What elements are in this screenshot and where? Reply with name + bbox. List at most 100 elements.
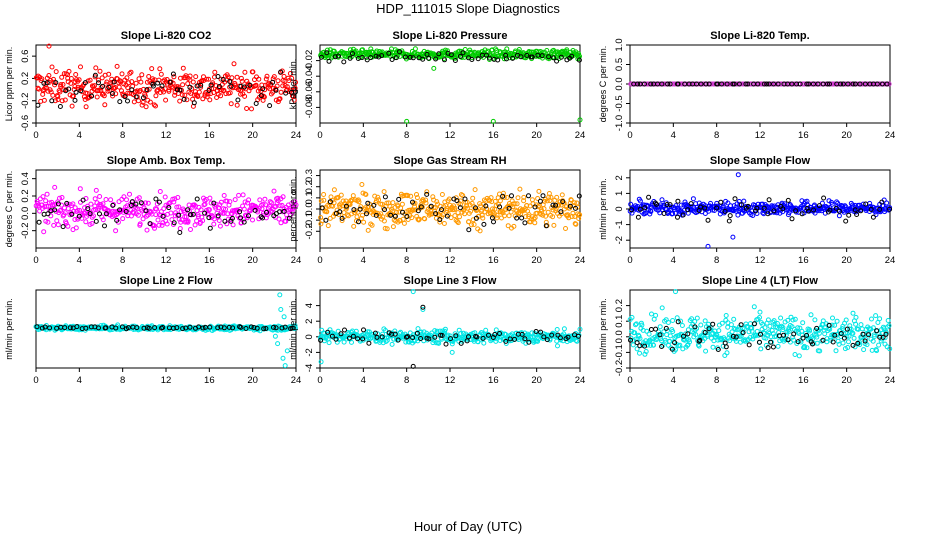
data-point xyxy=(206,88,212,93)
data-point xyxy=(464,203,470,209)
data-point xyxy=(670,211,676,216)
data-point xyxy=(337,204,343,210)
data-point xyxy=(855,340,861,346)
series-reference xyxy=(318,49,582,65)
data-point xyxy=(477,228,483,234)
data-point xyxy=(96,325,101,331)
data-point xyxy=(177,87,183,93)
data-point xyxy=(318,54,324,60)
data-point xyxy=(503,338,509,344)
data-point xyxy=(800,335,806,341)
x-tick-label: 0 xyxy=(627,130,632,141)
data-point xyxy=(188,212,193,218)
data-point xyxy=(140,216,146,222)
data-point xyxy=(196,324,202,330)
data-point xyxy=(159,83,165,89)
data-point xyxy=(125,98,130,104)
data-point xyxy=(521,198,527,204)
data-point xyxy=(379,334,385,340)
data-point xyxy=(380,214,386,220)
data-point xyxy=(874,328,880,334)
data-point xyxy=(879,199,885,205)
data-point xyxy=(68,80,74,86)
data-point xyxy=(659,81,665,87)
data-point xyxy=(814,340,820,346)
data-point xyxy=(144,87,150,93)
data-point xyxy=(647,211,653,217)
x-tick-label: 16 xyxy=(204,375,215,386)
data-point xyxy=(382,207,387,213)
data-point xyxy=(480,215,486,221)
data-point xyxy=(49,64,55,70)
y-tick-label: -4 xyxy=(304,364,315,372)
data-point xyxy=(430,340,436,346)
data-point xyxy=(822,331,828,337)
data-point xyxy=(836,213,842,219)
data-point xyxy=(74,324,80,330)
data-point xyxy=(281,208,287,214)
data-point xyxy=(371,202,377,208)
data-point xyxy=(746,342,752,348)
data-point xyxy=(323,217,329,223)
data-point xyxy=(324,50,330,56)
data-point xyxy=(571,200,577,206)
data-point xyxy=(199,78,205,84)
data-point xyxy=(124,75,130,81)
data-point xyxy=(692,319,698,324)
data-point xyxy=(153,93,159,99)
data-point xyxy=(198,207,204,213)
data-point xyxy=(156,199,162,205)
data-point xyxy=(100,83,105,89)
data-point xyxy=(821,195,827,201)
data-point xyxy=(553,202,559,208)
data-point xyxy=(245,200,250,206)
data-point xyxy=(811,207,817,213)
outlier-point xyxy=(673,289,678,295)
data-point xyxy=(93,187,99,193)
data-point xyxy=(550,202,556,208)
data-point xyxy=(524,53,530,58)
x-tick-label: 24 xyxy=(575,255,586,266)
data-point xyxy=(850,330,856,336)
y-tick-label: 0.5 xyxy=(614,58,625,71)
data-point xyxy=(40,194,46,200)
data-point xyxy=(634,346,640,352)
data-point xyxy=(845,345,851,350)
data-point xyxy=(292,205,298,211)
data-point xyxy=(510,55,516,61)
data-point xyxy=(185,81,191,87)
data-point xyxy=(140,99,146,105)
data-point xyxy=(338,192,344,198)
data-point xyxy=(70,93,76,99)
data-point xyxy=(551,54,557,60)
x-tick-label: 4 xyxy=(361,130,366,141)
data-point xyxy=(249,106,254,112)
data-point xyxy=(468,208,474,214)
data-point xyxy=(357,206,363,212)
data-point xyxy=(170,196,176,202)
data-point xyxy=(356,199,362,205)
data-point xyxy=(725,200,731,206)
data-point xyxy=(475,56,481,62)
outlier-point xyxy=(281,314,287,320)
y-tick-label: -0.6 xyxy=(20,115,31,131)
data-point xyxy=(446,196,452,202)
data-point xyxy=(422,216,428,222)
panel-4: Slope Amb. Box Temp. degrees C per min. 0 4… xyxy=(4,155,301,266)
data-point xyxy=(231,61,237,67)
data-point xyxy=(846,339,851,345)
data-point xyxy=(325,223,331,229)
data-point xyxy=(512,336,517,342)
data-point xyxy=(783,337,789,343)
data-point xyxy=(529,197,535,203)
outlier-point xyxy=(420,304,426,310)
data-point xyxy=(559,192,565,198)
data-point xyxy=(696,343,702,349)
data-point xyxy=(152,225,157,231)
data-point xyxy=(45,219,51,225)
data-point xyxy=(576,333,581,339)
data-point xyxy=(116,84,122,90)
data-point xyxy=(874,81,880,87)
data-point xyxy=(694,315,700,321)
data-point xyxy=(337,209,343,215)
